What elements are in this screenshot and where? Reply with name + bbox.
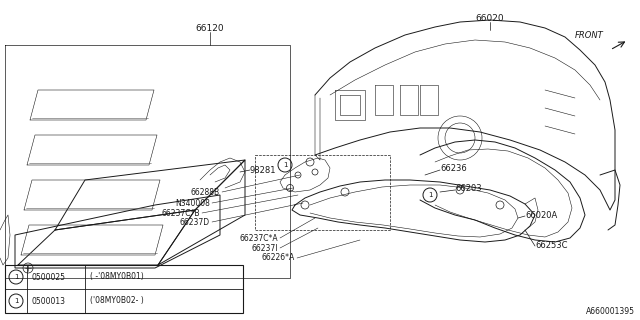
Text: 98281: 98281 [250, 165, 276, 174]
Text: 0500013: 0500013 [31, 297, 65, 306]
Text: 66237C*A: 66237C*A [239, 234, 278, 243]
Text: 66020: 66020 [476, 13, 504, 22]
Text: ('08MY0B02- ): ('08MY0B02- ) [90, 297, 144, 306]
Text: 66020A: 66020A [525, 211, 557, 220]
Text: FRONT: FRONT [575, 30, 604, 39]
Text: 66203: 66203 [455, 183, 482, 193]
Text: 66120: 66120 [196, 23, 224, 33]
Text: A660001395: A660001395 [586, 308, 635, 316]
Text: 66236: 66236 [440, 164, 467, 172]
Text: 1: 1 [428, 192, 432, 198]
Text: 1: 1 [13, 274, 19, 280]
Text: 66237I: 66237I [252, 244, 278, 252]
Text: 66237C*B: 66237C*B [161, 209, 200, 218]
Text: 66288B: 66288B [191, 188, 220, 196]
Text: 1: 1 [283, 162, 287, 168]
Text: 0500025: 0500025 [31, 273, 65, 282]
Text: 66237D: 66237D [180, 218, 210, 227]
Text: N340008: N340008 [175, 198, 210, 207]
Text: 66253C: 66253C [535, 241, 568, 250]
Text: 66226*A: 66226*A [262, 253, 295, 262]
Text: ( -'08MY0B01): ( -'08MY0B01) [90, 273, 144, 282]
Text: 1: 1 [13, 298, 19, 304]
